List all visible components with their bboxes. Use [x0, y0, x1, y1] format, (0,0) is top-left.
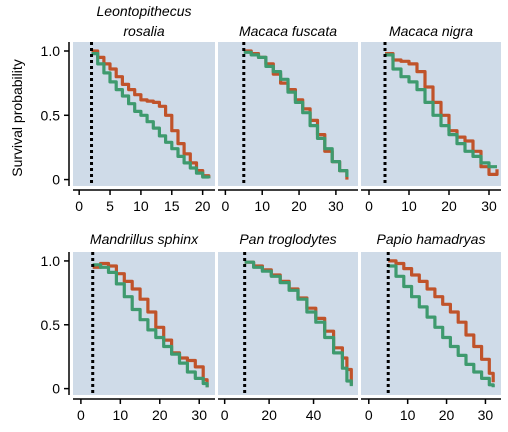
- series-line-b: [244, 260, 353, 387]
- panel-title: rosalia: [123, 23, 164, 39]
- x-tick-label: 20: [152, 407, 168, 423]
- x-tick-label: 0: [365, 198, 373, 214]
- y-tick-label: 0.5: [41, 107, 61, 123]
- panels: 0 5 10 15 20 0 0.5 1.0 Leontopithecus rosalia 0 10 2…: [41, 3, 501, 423]
- panel-background: [218, 252, 358, 395]
- y-tick-label: 0.5: [41, 317, 61, 333]
- series-line-b: [243, 50, 349, 177]
- x-tick-label: 5: [106, 198, 114, 214]
- x-tick-label: 10: [133, 198, 149, 214]
- x-tick-label: 0: [77, 407, 85, 423]
- series-line-b: [91, 52, 211, 179]
- panel-2: 0 10 20 30 Macaca fuscata: [218, 23, 358, 214]
- x-tick-label: 10: [401, 198, 417, 214]
- series-line-b: [388, 264, 495, 388]
- panel-title: Pan troglodytes: [239, 231, 336, 247]
- panel-title: Macaca nigra: [389, 23, 473, 39]
- series-line-a: [388, 259, 495, 383]
- panel-4: 0 10 20 30 0 0.5 1.0 Mandrillus sphinx: [41, 231, 215, 423]
- panel-6: 0 10 20 30 Papio hamadryas: [361, 231, 501, 423]
- x-tick-label: 0: [221, 198, 229, 214]
- y-axis-label: Survival probability: [9, 59, 25, 177]
- series-line-a: [91, 49, 211, 179]
- x-tick-label: 0: [221, 407, 229, 423]
- y-tick-label: 1.0: [41, 253, 61, 269]
- panel-1: 0 5 10 15 20 0 0.5 1.0 Leontopithecus rosalia: [41, 3, 215, 214]
- series-line-a: [92, 261, 209, 388]
- y-tick-label: 1.0: [41, 43, 61, 59]
- x-tick-label: 10: [254, 198, 270, 214]
- x-tick-label: 0: [75, 198, 83, 214]
- y-tick-label: 0: [52, 381, 60, 397]
- panel-5: 0 20 40 Pan troglodytes: [218, 231, 358, 423]
- panel-title: Leontopithecus: [97, 3, 192, 19]
- x-tick-label: 15: [164, 198, 180, 214]
- x-tick-label: 40: [306, 407, 322, 423]
- panel-3: 0 10 20 30 Macaca nigra: [361, 23, 501, 214]
- x-tick-label: 30: [191, 407, 207, 423]
- x-tick-label: 30: [328, 198, 344, 214]
- panel-background: [218, 42, 358, 186]
- x-tick-label: 0: [365, 407, 373, 423]
- panel-title: Papio hamadryas: [377, 231, 486, 247]
- x-tick-label: 20: [441, 198, 457, 214]
- series-line-b: [92, 263, 209, 388]
- series-line-b: [385, 53, 497, 169]
- x-tick-label: 20: [195, 198, 211, 214]
- x-tick-label: 20: [439, 407, 455, 423]
- x-tick-label: 20: [261, 407, 277, 423]
- x-tick-label: 20: [291, 198, 307, 214]
- x-tick-label: 10: [113, 407, 129, 423]
- y-tick-label: 0: [52, 172, 60, 188]
- x-tick-label: 10: [400, 407, 416, 423]
- x-tick-label: 30: [481, 198, 497, 214]
- x-tick-label: 30: [478, 407, 494, 423]
- panel-title: Mandrillus sphinx: [90, 231, 199, 247]
- panel-title: Macaca fuscata: [239, 23, 337, 39]
